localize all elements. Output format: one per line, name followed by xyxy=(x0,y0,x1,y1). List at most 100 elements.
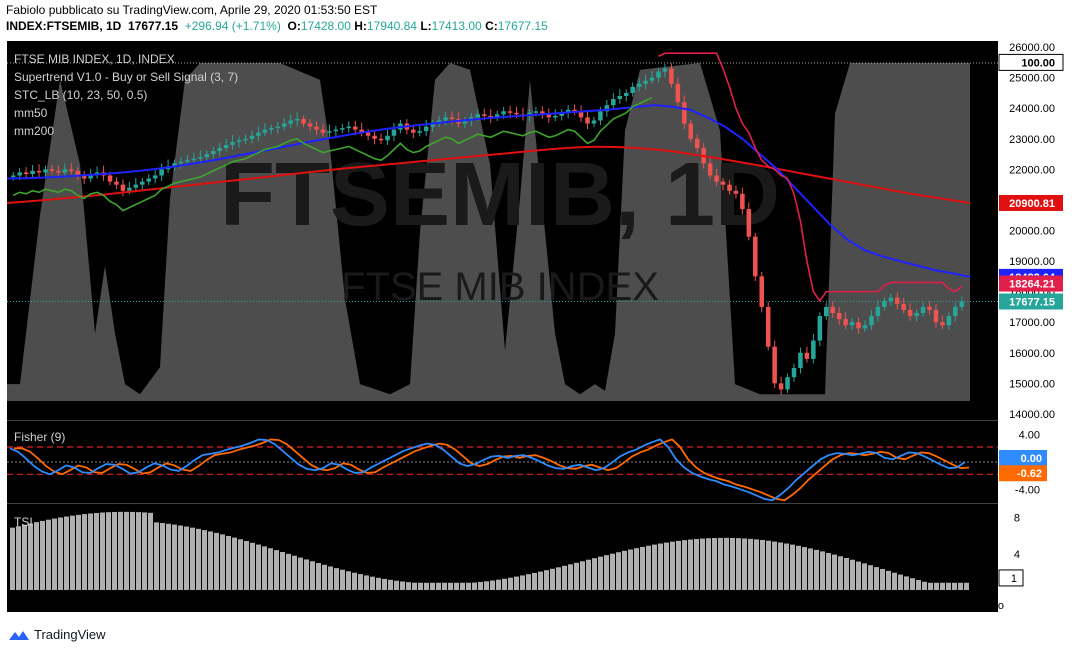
mm50-line xyxy=(6,104,971,278)
candle-body xyxy=(204,154,210,158)
fisher-label: Fisher (9) xyxy=(14,430,65,444)
candle-body xyxy=(617,96,623,100)
tsi-bar xyxy=(634,548,639,590)
price-badge xyxy=(999,275,1063,292)
tsi-bar xyxy=(262,546,267,590)
candle-body xyxy=(230,141,235,145)
candle-body xyxy=(294,118,300,121)
fisher-badge xyxy=(999,465,1047,482)
candle-body xyxy=(488,115,493,118)
time-tick-label: Dic xyxy=(365,600,381,612)
tsi-bar xyxy=(190,527,195,590)
candle-body xyxy=(753,236,758,277)
tsi-bar xyxy=(544,570,549,590)
candle-body xyxy=(682,102,687,124)
tsi-bar xyxy=(940,582,945,590)
candle-body xyxy=(733,190,739,194)
tradingview-logo[interactable]: TradingView xyxy=(8,627,106,642)
tsi-bar xyxy=(844,557,849,590)
candle-body xyxy=(333,129,339,132)
tsi-bar xyxy=(796,545,801,590)
tsi-bar xyxy=(112,511,117,590)
candle-body xyxy=(611,99,616,106)
price-tick-label: 20000.00 xyxy=(1009,226,1055,238)
candle-body xyxy=(10,175,16,178)
candle-body xyxy=(720,181,726,185)
tsi-bar xyxy=(244,541,249,590)
tsi-bar xyxy=(550,568,555,590)
tsi-bar xyxy=(46,519,51,590)
candle-body xyxy=(514,112,519,115)
candle-body xyxy=(159,169,164,176)
tsi-bar xyxy=(502,578,507,590)
candle-body xyxy=(759,276,764,307)
legend-item: STC_LB (10, 23, 50, 0.5) xyxy=(14,88,147,102)
tsi-bar xyxy=(196,528,201,590)
price-tick-label: 15000.00 xyxy=(1009,378,1055,390)
tsi-bar xyxy=(538,571,543,590)
candle-body xyxy=(275,126,281,129)
tsi-bar xyxy=(532,572,537,590)
tsi-bar xyxy=(766,540,771,590)
candle-body xyxy=(127,187,132,191)
candle-body xyxy=(894,297,900,304)
tsi-bar xyxy=(526,574,531,590)
candle-body xyxy=(114,181,119,185)
candle-body xyxy=(559,112,564,116)
tsi-bar xyxy=(238,539,243,590)
tsi-bar xyxy=(958,582,963,590)
tsi-bar xyxy=(466,582,471,590)
candle-body xyxy=(378,138,384,141)
tsi-bar xyxy=(10,527,15,590)
tsi-bar xyxy=(400,581,405,590)
candle-body xyxy=(604,105,610,112)
fisher-tick-label: -4.00 xyxy=(1015,484,1040,496)
tsi-bar xyxy=(568,564,573,590)
tsi-bar xyxy=(934,582,939,590)
candle-body xyxy=(669,68,674,84)
candle-body xyxy=(836,313,842,320)
tsi-bar xyxy=(172,524,177,590)
open-value: 17428.00 xyxy=(300,19,351,33)
candle-body xyxy=(314,126,319,130)
time-tick-label: Nov xyxy=(240,600,260,612)
price-tick-label: 25000.00 xyxy=(1009,73,1055,85)
candle-body xyxy=(307,123,313,127)
candle-body xyxy=(56,170,61,173)
tsi-bar xyxy=(676,540,681,590)
tsi-bar xyxy=(736,538,741,590)
time-tick-label: Feb xyxy=(605,600,624,612)
tsi-bar xyxy=(484,581,489,590)
fisher-badge-label: -0.62 xyxy=(1017,468,1042,480)
tsi-bar xyxy=(310,561,315,590)
tsi-bar xyxy=(802,547,807,590)
price-tick-label: 14000.00 xyxy=(1009,409,1055,421)
candle-body xyxy=(688,123,694,139)
tsi-bar xyxy=(364,575,369,590)
candle-body xyxy=(882,300,887,307)
candle-body xyxy=(482,114,487,116)
candle-body xyxy=(578,111,584,118)
tsi-bar xyxy=(910,578,915,590)
tsi-bar xyxy=(376,577,381,590)
candle-body xyxy=(359,129,364,133)
price-badge xyxy=(999,293,1063,310)
tsi-bar xyxy=(382,578,387,590)
candle-body xyxy=(365,132,371,136)
tsi-bar xyxy=(952,582,957,590)
tsi-bar xyxy=(838,556,843,590)
tsi-bar xyxy=(574,562,579,590)
time-tick-label: Ott xyxy=(103,600,118,612)
tsi-bar xyxy=(868,565,873,590)
tsi-bar xyxy=(274,550,279,590)
tradingview-logo-text: TradingView xyxy=(34,627,106,642)
candles xyxy=(10,63,965,395)
candle-body xyxy=(269,128,274,130)
tsi-bar xyxy=(922,581,927,590)
fisher-trigger-line xyxy=(14,438,970,502)
candle-body xyxy=(107,175,113,182)
candle-body xyxy=(217,147,222,152)
supertrend-down-line xyxy=(658,52,963,303)
tsi-bar xyxy=(268,548,273,590)
candle-body xyxy=(198,157,203,159)
